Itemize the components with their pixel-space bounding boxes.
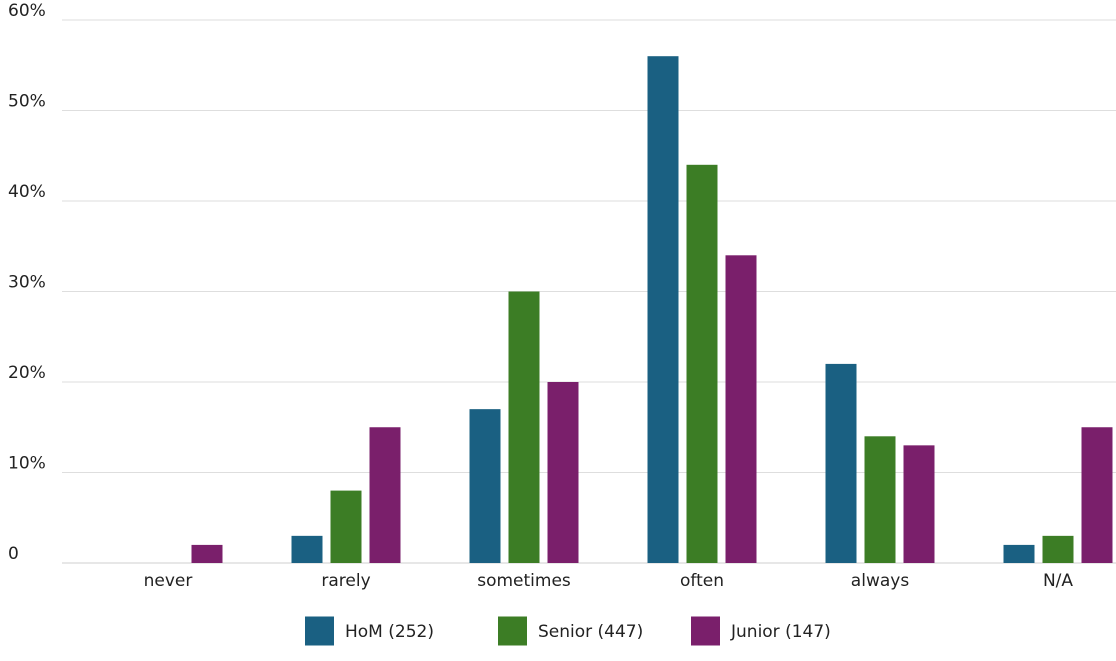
y-tick-label: 40% <box>8 182 46 202</box>
y-tick-label: 50% <box>8 92 46 112</box>
legend-swatch <box>691 616 720 646</box>
bar-na-series-1 <box>1003 544 1035 563</box>
legend-label: HoM (252) <box>345 622 434 642</box>
legend-swatch <box>498 616 527 646</box>
bar-na-series-3 <box>1081 427 1113 563</box>
y-tick-label: 60% <box>8 1 46 21</box>
bar-rarely-series-2 <box>330 490 362 563</box>
bar-rarely-series-1 <box>291 535 323 563</box>
legend-label: Senior (447) <box>538 622 643 642</box>
gridlines <box>62 19 1116 564</box>
bar-never-series-3 <box>191 544 223 563</box>
y-tick-label: 10% <box>8 454 46 474</box>
legend-swatch <box>305 616 334 646</box>
x-tick-label: N/A <box>1043 571 1073 591</box>
bar-often-series-1 <box>647 56 679 563</box>
x-tick-label: sometimes <box>477 571 571 591</box>
y-tick-label: 30% <box>8 273 46 293</box>
bar-rarely-series-3 <box>369 427 401 563</box>
y-tick-label: 20% <box>8 363 46 383</box>
bar-always-series-3 <box>903 445 935 563</box>
legend: HoM (252) Senior (447) Junior (147) <box>305 616 831 646</box>
bars <box>191 56 1113 564</box>
bar-always-series-2 <box>864 436 896 563</box>
legend-label: Junior (147) <box>730 622 831 642</box>
bar-sometimes-series-3 <box>547 382 579 563</box>
bar-sometimes-series-2 <box>508 291 540 563</box>
x-tick-label: always <box>851 571 910 591</box>
bar-sometimes-series-1 <box>469 409 501 563</box>
y-axis-ticks: 0 10% 20% 30% 40% 50% 60% <box>8 1 46 564</box>
x-tick-label: often <box>680 571 724 591</box>
x-tick-label: never <box>144 571 193 591</box>
bar-often-series-3 <box>725 255 757 564</box>
y-tick-label: 0 <box>8 544 19 564</box>
bar-na-series-2 <box>1042 535 1074 563</box>
x-tick-label: rarely <box>321 571 370 591</box>
x-axis-ticks: never rarely sometimes often always N/A <box>144 571 1074 591</box>
bar-often-series-2 <box>686 164 718 564</box>
bar-always-series-1 <box>825 363 857 563</box>
